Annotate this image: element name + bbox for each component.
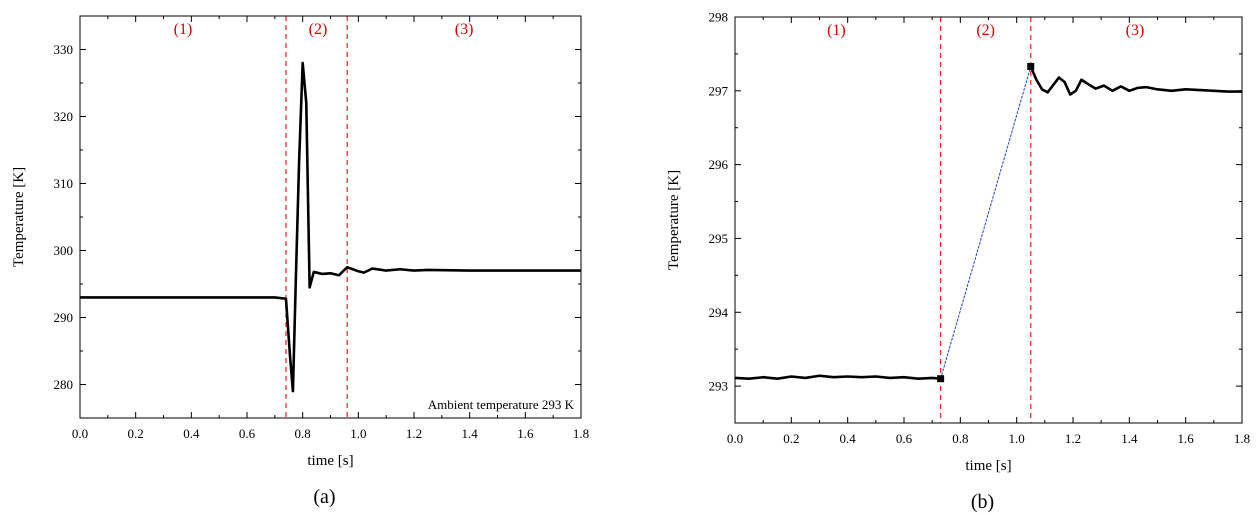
region-label: (1) bbox=[174, 21, 193, 38]
x-tick-label: 0.0 bbox=[727, 431, 743, 446]
region-label: (2) bbox=[309, 21, 328, 38]
y-tick-label: 297 bbox=[709, 83, 729, 98]
x-tick-label: 1.6 bbox=[1178, 431, 1195, 446]
region-label: (3) bbox=[455, 21, 474, 38]
data-point-marker bbox=[1027, 62, 1035, 70]
y-tick-label: 310 bbox=[54, 176, 74, 191]
plot-frame bbox=[734, 16, 1243, 424]
x-tick-label: 1.4 bbox=[1121, 431, 1138, 446]
y-tick-label: 330 bbox=[54, 42, 74, 57]
y-tick-label: 296 bbox=[709, 157, 729, 172]
x-tick-label: 0.4 bbox=[840, 431, 857, 446]
y-tick-label: 320 bbox=[54, 109, 74, 124]
region-label: (1) bbox=[827, 22, 846, 39]
y-tick-label: 295 bbox=[709, 231, 729, 246]
panel-caption: (b) bbox=[971, 491, 994, 513]
region-label: (3) bbox=[1126, 22, 1145, 39]
x-tick-label: 1.2 bbox=[1065, 431, 1081, 446]
x-tick-label: 1.0 bbox=[1009, 431, 1025, 446]
x-tick-label: 0.6 bbox=[896, 431, 913, 446]
x-tick-label: 0.8 bbox=[952, 431, 968, 446]
x-tick-label: 0.2 bbox=[128, 426, 144, 441]
y-tick-label: 280 bbox=[54, 377, 74, 392]
temperature-line bbox=[80, 61, 581, 393]
x-tick-label: 0.2 bbox=[783, 431, 799, 446]
x-tick-label: 1.0 bbox=[350, 426, 366, 441]
plot-frame bbox=[79, 15, 582, 419]
x-tick-label: 1.8 bbox=[573, 426, 589, 441]
temperature-line bbox=[1029, 65, 1242, 96]
x-tick-label: 1.8 bbox=[1234, 431, 1250, 446]
x-axis-title: time [s] bbox=[307, 453, 353, 469]
y-tick-label: 294 bbox=[709, 305, 729, 320]
chart-panel-b: 0.0 0.2 0.4 0.6 0.8 1.0 1.2 1.4 1.6 1.8 293 294 295 2… bbox=[666, 10, 1250, 514]
x-axis-title: time [s] bbox=[965, 458, 1011, 474]
temperature-line bbox=[735, 374, 942, 381]
y-tick-label: 300 bbox=[54, 243, 74, 258]
y-axis-title: Temperature [K] bbox=[11, 167, 27, 267]
chart-panel-a: 0.0 0.2 0.4 0.6 0.8 1.0 1.2 1.4 1.6 1.8 280 290 300 3… bbox=[11, 15, 589, 508]
connector-line bbox=[940, 65, 1032, 380]
x-tick-label: 1.4 bbox=[462, 426, 479, 441]
x-tick-label: 0.6 bbox=[239, 426, 256, 441]
data-point-marker bbox=[937, 375, 945, 383]
y-axis-title: Temperature [K] bbox=[666, 170, 682, 270]
y-tick-label: 290 bbox=[54, 310, 74, 325]
region-label: (2) bbox=[976, 22, 995, 39]
y-tick-label: 293 bbox=[709, 379, 729, 394]
x-tick-label: 1.6 bbox=[517, 426, 534, 441]
ambient-temperature-annotation: Ambient temperature 293 K bbox=[428, 397, 575, 412]
x-tick-label: 0.4 bbox=[183, 426, 200, 441]
x-tick-label: 0.0 bbox=[72, 426, 88, 441]
x-tick-label: 0.8 bbox=[295, 426, 311, 441]
panel-caption: (a) bbox=[313, 486, 335, 508]
x-tick-label: 1.2 bbox=[406, 426, 422, 441]
y-tick-label: 298 bbox=[709, 10, 729, 25]
